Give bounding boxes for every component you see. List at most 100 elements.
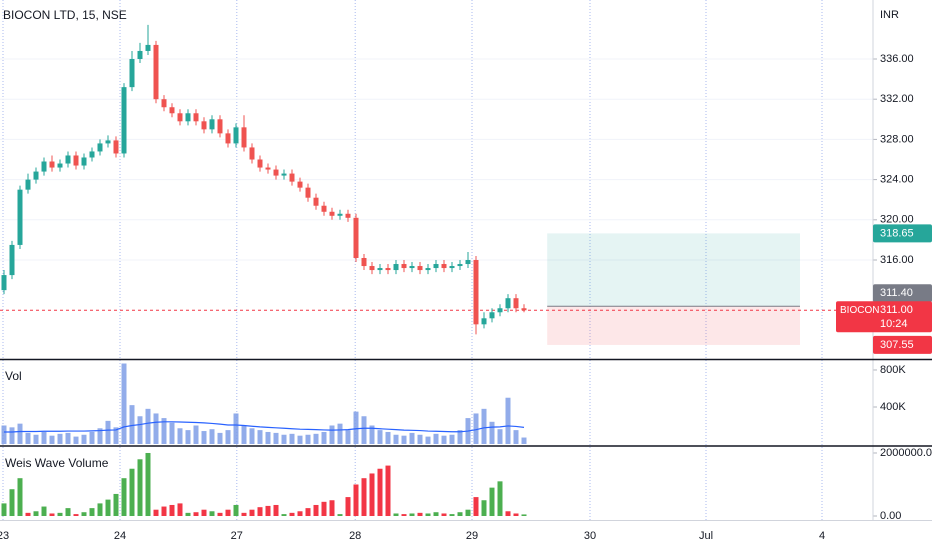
volume-bar: [73, 436, 79, 444]
candle-body: [505, 298, 511, 309]
candle-body: [401, 264, 407, 269]
volume-bar: [433, 433, 439, 444]
candle-body: [113, 140, 119, 154]
candle-body: [57, 163, 63, 168]
last-price-symbol: BIOCON: [840, 305, 879, 316]
x-tick-label: 27: [231, 530, 243, 542]
candle-body: [393, 264, 399, 271]
candle-body: [17, 189, 23, 245]
candle-body: [217, 119, 223, 134]
volume-bar: [473, 413, 479, 444]
y-tick-label: 800K: [880, 364, 906, 376]
volume-bar: [121, 363, 127, 444]
volume-bar: [409, 432, 415, 444]
candle-body: [1, 275, 7, 291]
volume-bar: [513, 430, 519, 444]
candle-body: [225, 133, 231, 144]
volume-bar: [449, 434, 455, 444]
volume-bar: [345, 497, 351, 516]
volume-bar: [497, 429, 503, 444]
volume-bar: [265, 431, 271, 444]
entry-label-text: 311.40: [880, 287, 913, 299]
candle-body: [337, 213, 343, 216]
volume-bar: [241, 425, 247, 444]
candle-body: [329, 211, 335, 216]
volume-bar: [1, 503, 7, 516]
y-tick-label: 400K: [880, 401, 906, 413]
candle-body: [289, 173, 295, 182]
candle-body: [433, 264, 439, 269]
volume-bar: [9, 427, 15, 444]
candle-body: [193, 113, 199, 122]
y-tick-label: 0.00: [880, 510, 901, 522]
y-tick-label: 332.00: [880, 93, 914, 105]
candle-body: [313, 197, 319, 206]
volume-bar: [209, 429, 215, 444]
candle-body: [353, 217, 359, 258]
candle-body: [473, 260, 479, 325]
volume-bar: [433, 512, 439, 516]
grid-layer: [0, 0, 877, 520]
volume-bar: [281, 514, 287, 516]
candle-body: [185, 113, 191, 122]
volume-bar: [249, 428, 255, 444]
candle-body: [273, 169, 279, 176]
candle-body: [65, 155, 71, 164]
volume-bar: [49, 513, 55, 516]
volume-bar: [193, 512, 199, 516]
volume-bar: [241, 512, 247, 516]
volume-bar: [169, 504, 175, 516]
y-tick-label: 324.00: [880, 174, 914, 186]
candle-body: [425, 268, 431, 271]
volume-bar: [257, 430, 263, 444]
candle-body: [513, 298, 519, 309]
candle-body: [129, 58, 135, 88]
volume-bar: [313, 504, 319, 516]
volume-bar: [209, 511, 215, 516]
y-tick-label: 336.00: [880, 53, 914, 65]
candle-body: [169, 107, 175, 114]
last-price-box: [836, 301, 932, 333]
candle-body: [305, 187, 311, 198]
target-label-text: 318.65: [880, 227, 914, 239]
volume-bar: [345, 430, 351, 444]
candle-body: [249, 147, 255, 160]
candle-body: [417, 266, 423, 271]
volume-bar: [33, 434, 39, 444]
candle-body: [89, 151, 95, 158]
volume-bar: [201, 509, 207, 516]
entry-label-box: [873, 284, 932, 303]
volume-bar: [377, 430, 383, 444]
volume-bar: [353, 411, 359, 444]
volume-bar: [225, 509, 231, 516]
stop-label-text: 307.55: [880, 339, 914, 351]
volume-bar: [153, 509, 159, 516]
volume-bar: [369, 425, 375, 444]
weis-title: Weis Wave Volume: [5, 456, 109, 470]
volume-bar: [369, 473, 375, 516]
candle-body: [201, 121, 207, 130]
candle-body: [385, 268, 391, 271]
candle-body: [281, 173, 287, 176]
candle-body: [9, 244, 15, 276]
volume-bar: [9, 489, 15, 516]
volume-bar: [89, 508, 95, 516]
volume-bar: [393, 513, 399, 516]
candle-body: [145, 44, 151, 51]
volume-bar: [161, 418, 167, 444]
volume-bar: [425, 436, 431, 444]
volume-bar: [305, 434, 311, 444]
candle-body: [177, 113, 183, 122]
volume-bar: [449, 514, 455, 516]
candle-body: [121, 87, 127, 154]
stop-label-box: [873, 335, 932, 354]
volume-bar: [97, 503, 103, 516]
candle-body: [297, 181, 303, 188]
x-tick-label: 28: [349, 530, 361, 542]
candle-body: [345, 213, 351, 218]
profit-zone: [547, 233, 800, 307]
volume-bar: [145, 408, 151, 444]
volume-bar: [417, 434, 423, 444]
volume-bar: [361, 416, 367, 444]
volume-bar: [289, 433, 295, 444]
